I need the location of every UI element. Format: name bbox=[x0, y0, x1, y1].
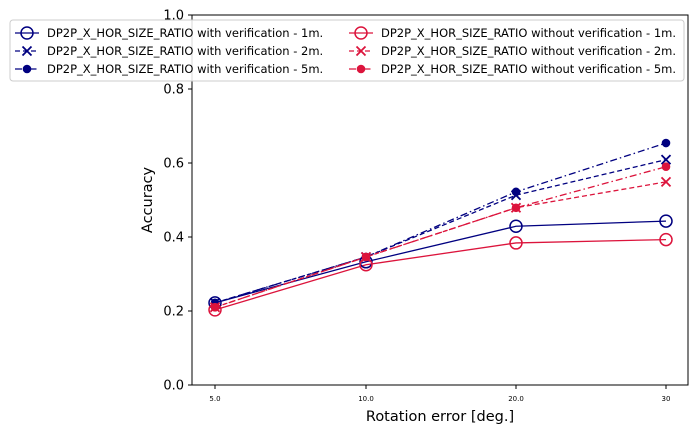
series-line-3 bbox=[214, 142, 667, 304]
y-tick-label: 0.2 bbox=[163, 305, 184, 320]
y-tick-label: 0.4 bbox=[163, 231, 184, 246]
series-6-point bbox=[661, 162, 671, 171]
legend-label-2: DP2P_X_HOR_SIZE_RATIO with verification … bbox=[47, 44, 323, 58]
legend-marker-3 bbox=[22, 64, 32, 74]
legend-label-3: DP2P_X_HOR_SIZE_RATIO with verification … bbox=[47, 62, 323, 76]
y-tick-label: 0.8 bbox=[163, 83, 184, 98]
series-line-4 bbox=[214, 238, 667, 311]
series-2-point bbox=[660, 154, 672, 165]
series-4-point bbox=[659, 232, 673, 247]
series-6-point bbox=[361, 252, 371, 262]
legend-marker-2 bbox=[21, 45, 33, 57]
y-tick-label: 0.6 bbox=[163, 157, 184, 172]
legend-marker-5 bbox=[355, 45, 367, 57]
legend-label-6: DP2P_X_HOR_SIZE_RATIO without verificati… bbox=[381, 62, 676, 76]
legend-marker-6 bbox=[356, 64, 366, 74]
legend-label-4: DP2P_X_HOR_SIZE_RATIO without verificati… bbox=[381, 26, 676, 40]
series-6-point bbox=[210, 303, 220, 312]
series-line-6 bbox=[214, 166, 667, 308]
series-1-point bbox=[659, 214, 673, 228]
x-tick-label: 30 bbox=[662, 395, 671, 403]
legend-marker-1 bbox=[20, 26, 34, 40]
series-1-point bbox=[509, 219, 523, 234]
legend-label-1: DP2P_X_HOR_SIZE_RATIO with verification … bbox=[47, 26, 323, 40]
y-axis-title: Accuracy bbox=[140, 166, 156, 233]
x-tick-label: 5.0 bbox=[209, 395, 220, 403]
series-line-5 bbox=[214, 181, 667, 308]
legend: DP2P_X_HOR_SIZE_RATIO with verification … bbox=[9, 19, 685, 82]
series-4-point bbox=[509, 236, 523, 250]
x-axis-title: Rotation error [deg.] bbox=[366, 409, 514, 425]
series-5-point bbox=[660, 176, 672, 188]
legend-label-5: DP2P_X_HOR_SIZE_RATIO without verificati… bbox=[381, 44, 676, 58]
series-line-2 bbox=[214, 159, 667, 304]
series-line-1 bbox=[214, 220, 667, 304]
series-3-point bbox=[661, 138, 671, 148]
y-tick-label: 0.0 bbox=[163, 379, 184, 394]
plot-frame bbox=[191, 14, 689, 386]
x-tick-label: 20.0 bbox=[508, 395, 524, 403]
legend-marker-4 bbox=[354, 26, 368, 40]
x-tick-label: 10.0 bbox=[358, 395, 374, 403]
series-3-point bbox=[511, 187, 521, 197]
series-6-point bbox=[511, 203, 521, 213]
legend-box bbox=[9, 19, 685, 82]
